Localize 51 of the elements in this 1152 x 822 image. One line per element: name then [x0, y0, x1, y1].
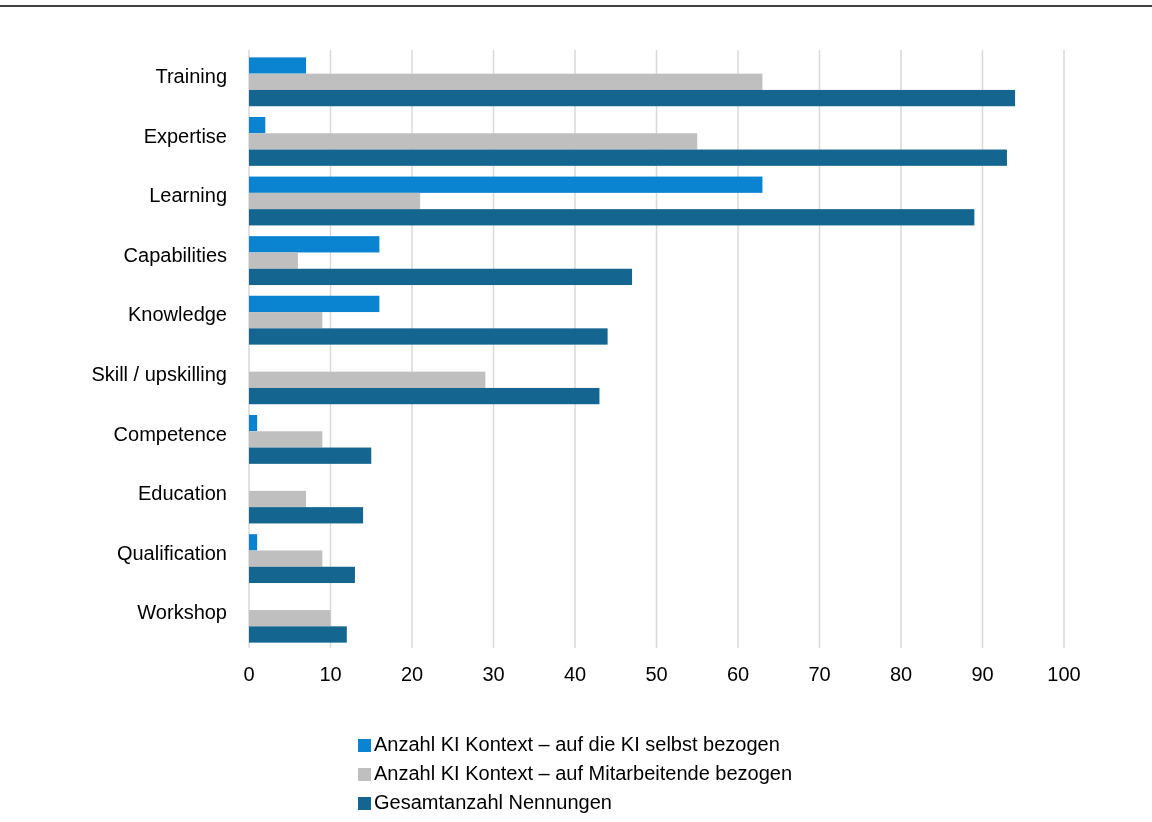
- bar: [249, 176, 763, 193]
- x-tick-label: 100: [1047, 663, 1081, 685]
- bar: [249, 89, 1016, 107]
- bar: [249, 414, 258, 432]
- x-tick-label: 10: [319, 663, 342, 685]
- bar: [249, 610, 331, 627]
- bar: [249, 507, 364, 524]
- legend-label: Anzahl KI Kontext – auf die KI selbst bezogen: [374, 733, 780, 756]
- x-tick-label: 70: [808, 663, 831, 685]
- y-tick-label: Skill / upskilling: [91, 363, 227, 386]
- bar: [249, 490, 307, 508]
- bar: [249, 116, 266, 134]
- y-tick-label: Education: [138, 482, 227, 505]
- bar: [249, 387, 600, 405]
- x-tick-label: 50: [645, 663, 668, 685]
- bar: [249, 312, 323, 329]
- y-tick-label: Learning: [149, 184, 227, 207]
- x-tick-label: 0: [243, 663, 255, 685]
- x-tick-label: 60: [726, 663, 750, 685]
- y-tick-label: Training: [155, 65, 227, 88]
- y-tick-label: Competence: [113, 422, 227, 445]
- bar: [249, 236, 380, 253]
- bar: [249, 328, 608, 345]
- x-tick-label: 30: [482, 663, 505, 685]
- bar: [249, 192, 421, 210]
- bar: [249, 252, 298, 269]
- y-tick-label: Workshop: [137, 601, 227, 624]
- bar: [249, 431, 323, 448]
- x-tick-label: 40: [563, 663, 587, 685]
- bar: [249, 626, 347, 643]
- legend-label: Anzahl KI Kontext – auf Mitarbeitende bezogen: [374, 762, 793, 785]
- legend-label: Gesamtanzahl Nennungen: [374, 791, 612, 814]
- bar: [249, 550, 323, 567]
- bar: [249, 371, 486, 388]
- bar: [249, 566, 355, 584]
- bar: [249, 534, 258, 551]
- bar: [249, 295, 380, 313]
- bar: [249, 57, 307, 74]
- x-tick-label: 90: [971, 663, 994, 685]
- bar: [249, 447, 372, 464]
- y-tick-label: Expertise: [143, 124, 227, 147]
- y-tick-label: Knowledge: [128, 303, 227, 326]
- y-tick-label: Qualification: [116, 541, 227, 564]
- y-tick-label: Capabilities: [123, 243, 227, 266]
- bar: [249, 268, 633, 286]
- bar: [249, 209, 975, 226]
- x-tick-label: 80: [889, 663, 913, 685]
- bar: [249, 133, 698, 150]
- bar: [249, 149, 1007, 166]
- bar: [249, 73, 763, 90]
- x-tick-label: 20: [400, 663, 424, 685]
